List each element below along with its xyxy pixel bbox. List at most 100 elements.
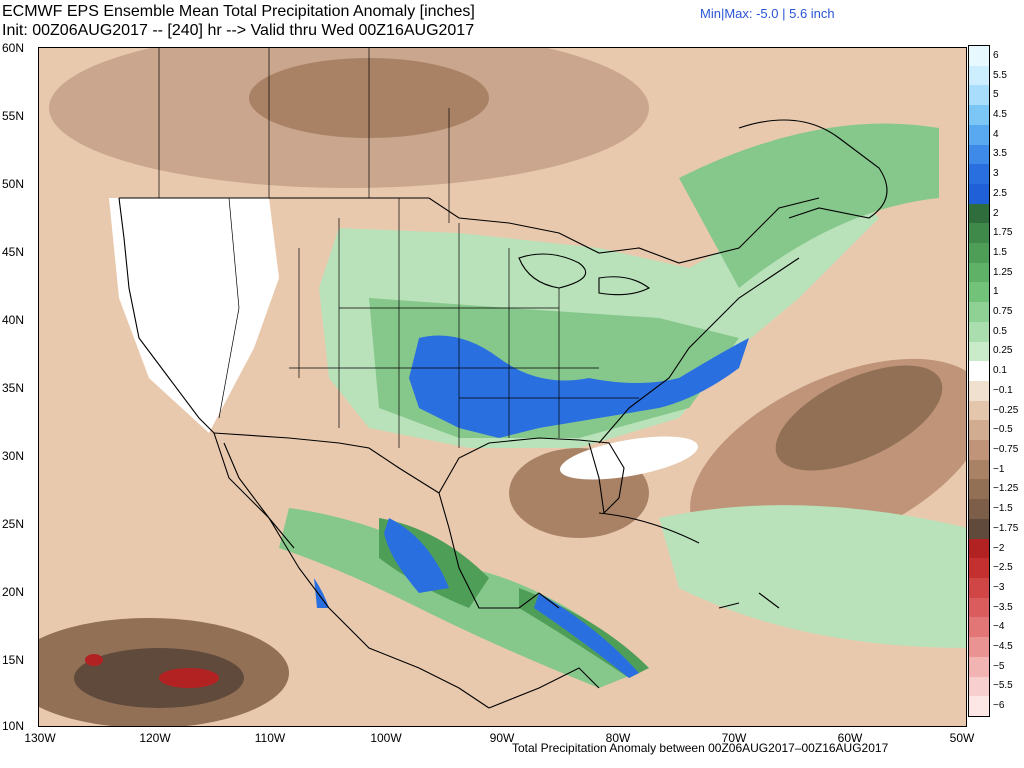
lat-label: 50N [2,177,25,191]
heavy-core-us [409,335,749,438]
caribbean-islands [718,592,780,609]
colorbar-label: 6 [993,49,999,61]
colorbar-swatch [969,400,989,421]
lon-label: 80W [605,731,631,745]
colorbar-label: −2.5 [993,562,1013,574]
colorbar-swatch [969,380,989,401]
colorbar-swatch [969,223,989,244]
lon-label: 110W [254,731,286,745]
colorbar-swatch [969,479,989,500]
colorbar-label: −0.5 [993,424,1013,436]
heavy-core-baja [314,578,329,608]
colorbar-swatch [969,597,989,618]
us-west-coast [118,197,215,434]
colorbar-label: −0.25 [993,404,1019,416]
neutral-zone-gulf [559,436,699,480]
lat-label: 25N [2,517,25,531]
colorbar-swatch [969,243,989,263]
colorbar-swatch [969,144,989,165]
baja-peninsula [223,442,295,549]
us-mexico-border [213,432,440,494]
map-panel[interactable] [38,47,967,727]
lon-label: 70W [721,731,747,745]
neutral-zone-west [109,198,279,433]
colorbar-swatch [969,420,989,441]
colorbar-label: −1.25 [993,483,1019,495]
colorbar-swatch [969,105,989,125]
colorbar-swatch [969,361,989,381]
colorbar-label: 1.5 [993,246,1007,258]
colorbar-label: 0.75 [993,306,1013,318]
colorbar-label: −3.5 [993,601,1013,613]
lon-label: 120W [139,731,171,745]
lat-label: 30N [2,449,25,463]
lat-label: 45N [2,245,25,259]
map-title: ECMWF EPS Ensemble Mean Total Precipitat… [2,3,475,39]
colorbar-swatch [969,164,989,184]
lat-label: 20N [2,585,25,599]
colorbar-label: −4.5 [993,641,1013,653]
colorbar-swatch [969,321,989,342]
colorbar-label: 1.75 [993,227,1013,239]
dry-zone-atlantic-core [775,365,943,471]
lon-label: 60W [837,731,863,745]
central-america [488,667,600,709]
colorbar-label: 3 [993,168,999,180]
colorbar-label: 1.25 [993,266,1013,278]
colorbar-label: 0.5 [993,325,1007,337]
colorbar-label: 1 [993,286,999,298]
colorbar-swatch [969,65,989,86]
colorbar-swatch [969,637,989,657]
colorbar-label: 0.1 [993,365,1007,377]
colorbar-label: −1.75 [993,522,1019,534]
colorbar-label: −4 [993,621,1005,633]
canada-province-lines [158,48,450,223]
colorbar-label: 4.5 [993,108,1007,120]
lon-label: 50W [949,731,975,745]
colorbar-label: −5 [993,660,1005,672]
colorbar [968,45,990,717]
lat-label: 40N [2,313,25,327]
colorbar-label: −0.1 [993,384,1013,396]
lat-label: 35N [2,381,25,395]
lat-label: 10N [2,719,25,733]
anomaly-field [39,48,966,726]
footer-caption: Total Precipitation Anomaly between 00Z0… [512,741,889,755]
colorbar-label: −1 [993,463,1005,475]
colorbar-label: 2.5 [993,187,1007,199]
gulf-coast [438,437,625,515]
cuba [598,512,700,544]
lat-label: 55N [2,109,25,123]
wet-zone-caribbean [659,505,966,648]
mexico-west-coast [213,432,490,709]
state-lines [218,197,639,448]
great-lakes [518,253,651,296]
colorbar-label: −1.5 [993,503,1013,515]
colorbar-swatch [969,124,989,145]
colorbar-swatch [969,538,989,559]
lat-label: 15N [2,653,25,667]
colorbar-label: −0.75 [993,443,1019,455]
colorbar-label: −3 [993,581,1005,593]
colorbar-swatch [969,46,989,66]
colorbar-swatch [969,676,989,697]
extreme-dry-core-2 [85,654,103,666]
extreme-dry-core-1 [159,668,219,688]
colorbar-swatch [969,518,989,539]
colorbar-swatch [969,203,989,224]
atlantic-coast [598,257,800,444]
colorbar-swatch [969,262,989,283]
ne-canada-coast [738,119,888,219]
colorbar-swatch [969,577,989,598]
colorbar-swatch [969,459,989,480]
colorbar-label: 5.5 [993,69,1007,81]
colorbar-label: 2 [993,207,999,219]
lon-label: 130W [24,731,56,745]
colorbar-swatch [969,499,989,519]
colorbar-label: −2 [993,542,1005,554]
colorbar-label: 4 [993,128,999,140]
boundaries [118,48,888,709]
mexico-east-coast [438,492,560,609]
colorbar-swatch [969,302,989,322]
lon-label: 90W [489,731,515,745]
